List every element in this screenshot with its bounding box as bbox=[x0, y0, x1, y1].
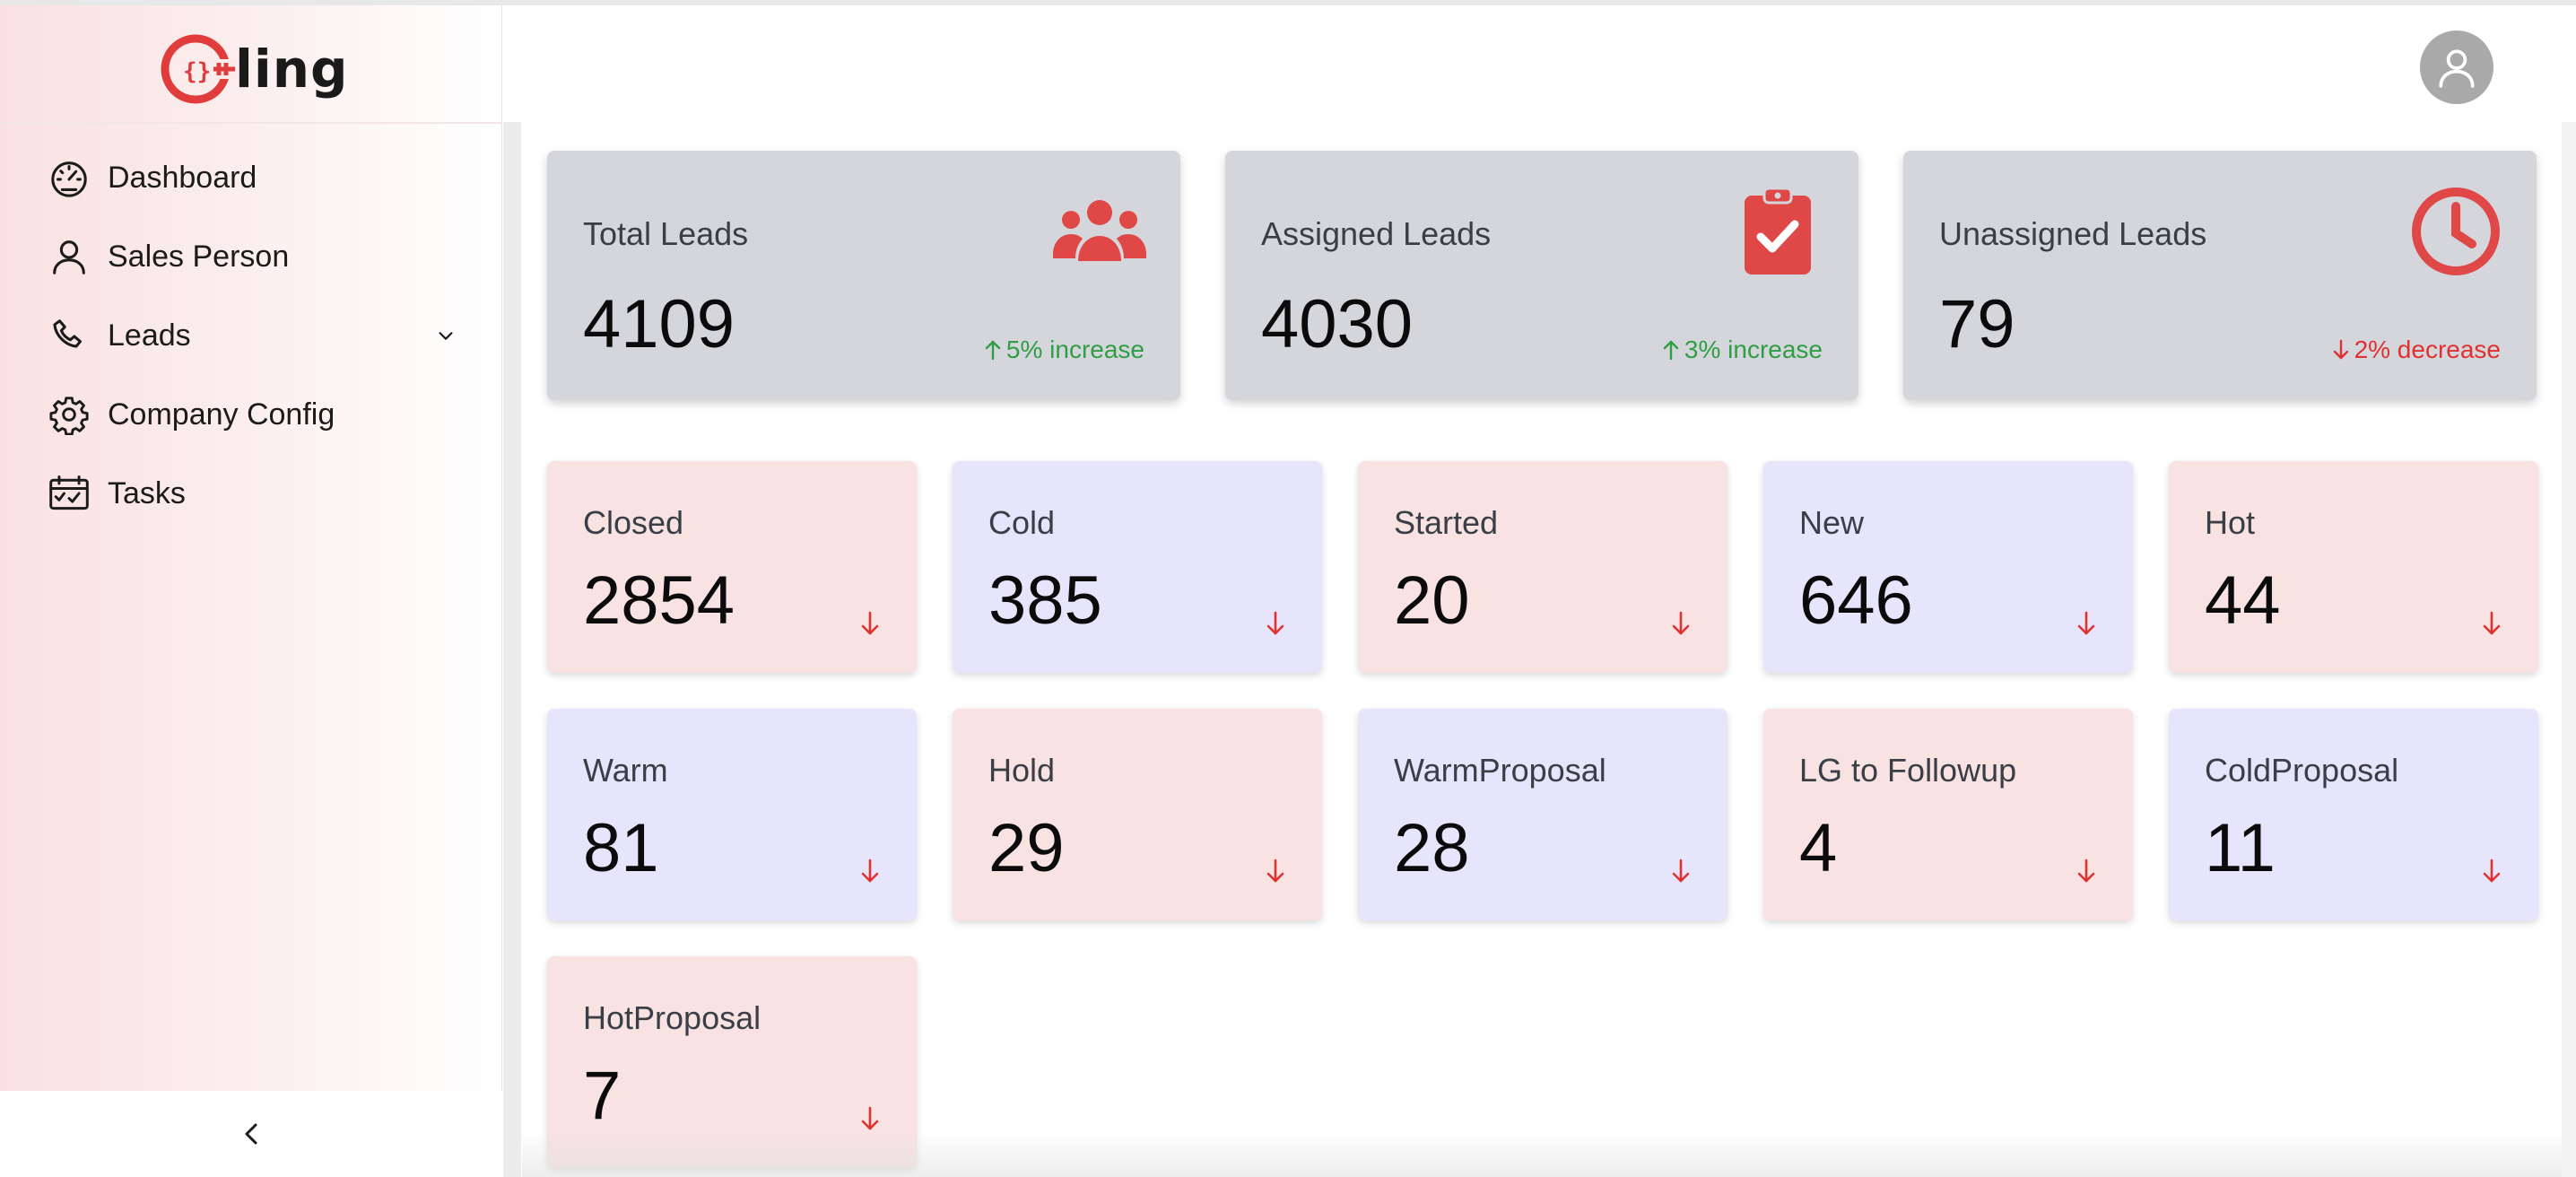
arrow-up-icon bbox=[1663, 340, 1679, 361]
card-value: 2854 bbox=[583, 562, 735, 639]
change-text: 2% decrease bbox=[2354, 336, 2501, 363]
clock-icon bbox=[2409, 185, 2502, 278]
card-title: Total Leads bbox=[583, 215, 749, 252]
card-value: 646 bbox=[1799, 562, 1913, 639]
gear-icon bbox=[47, 392, 91, 437]
card-title: Closed bbox=[583, 504, 684, 541]
scrollbar-track[interactable] bbox=[2562, 122, 2576, 1177]
sidebar-item-label: Leads bbox=[108, 318, 191, 353]
divider bbox=[0, 122, 502, 124]
sidebar-item-label: Dashboard bbox=[108, 160, 257, 195]
card-title: WarmProposal bbox=[1394, 752, 1606, 789]
card-value: 11 bbox=[2205, 810, 2276, 886]
card-title: ColdProposal bbox=[2205, 752, 2399, 789]
card-value: 81 bbox=[583, 810, 659, 886]
sidebar-item-leads[interactable]: Leads bbox=[47, 296, 477, 375]
card-value: 29 bbox=[988, 810, 1065, 886]
card-title: LG to Followup bbox=[1799, 752, 2017, 789]
sidebar: {} ling Dashboard bbox=[0, 5, 502, 1177]
status-card-closed[interactable]: Closed 2854 bbox=[547, 461, 917, 673]
status-card-hot[interactable]: Hot 44 bbox=[2169, 461, 2538, 673]
change-indicator: 2% decrease bbox=[2331, 336, 2501, 364]
status-card-lg-to-followup[interactable]: LG to Followup 4 bbox=[1763, 709, 2133, 920]
arrow-down-icon bbox=[2074, 610, 2099, 637]
card-title: HotProposal bbox=[583, 999, 761, 1036]
arrow-down-icon bbox=[2333, 339, 2348, 360]
card-value: 79 bbox=[1939, 286, 2015, 362]
status-card-cold[interactable]: Cold 385 bbox=[953, 461, 1322, 673]
status-card-hotproposal[interactable]: HotProposal 7 bbox=[547, 956, 917, 1168]
change-indicator: 5% increase bbox=[983, 336, 1144, 364]
sidebar-collapse-bar bbox=[0, 1091, 502, 1177]
arrow-down-icon bbox=[1263, 858, 1288, 885]
card-value: 385 bbox=[988, 562, 1102, 639]
sidebar-nav: Dashboard Sales Person Leads bbox=[47, 138, 477, 533]
card-title: Started bbox=[1394, 504, 1499, 541]
phone-icon bbox=[47, 313, 91, 358]
card-value: 4109 bbox=[583, 286, 735, 362]
card-title: Hot bbox=[2205, 504, 2256, 541]
arrow-down-icon bbox=[1668, 610, 1693, 637]
sidebar-item-dashboard[interactable]: Dashboard bbox=[47, 138, 477, 217]
change-text: 5% increase bbox=[1005, 336, 1144, 363]
summary-card-unassigned-leads[interactable]: Unassigned Leads 79 2% decrease bbox=[1903, 151, 2537, 400]
arrow-down-icon bbox=[2074, 858, 2099, 885]
change-text: 3% increase bbox=[1684, 336, 1823, 363]
person-icon bbox=[47, 234, 91, 279]
card-value: 4030 bbox=[1261, 286, 1414, 362]
card-title: Warm bbox=[583, 752, 668, 789]
arrow-down-icon bbox=[1668, 858, 1693, 885]
collapse-sidebar-button[interactable] bbox=[224, 1107, 278, 1161]
change-indicator: 3% increase bbox=[1661, 336, 1823, 364]
sidebar-item-tasks[interactable]: Tasks bbox=[47, 454, 477, 533]
card-value: 4 bbox=[1799, 810, 1838, 886]
sidebar-item-company-config[interactable]: Company Config bbox=[47, 375, 477, 454]
logo-braces: {} bbox=[183, 58, 211, 85]
arrow-down-icon bbox=[2479, 858, 2504, 885]
arrow-up-icon bbox=[985, 340, 1001, 361]
arrow-down-icon bbox=[857, 1105, 883, 1132]
calendar-check-icon bbox=[47, 471, 91, 516]
card-value: 7 bbox=[583, 1058, 622, 1134]
status-card-started[interactable]: Started 20 bbox=[1358, 461, 1727, 673]
users-icon bbox=[1053, 185, 1146, 278]
summary-card-total-leads[interactable]: Total Leads 4109 5% increase bbox=[547, 151, 1180, 400]
status-card-warm[interactable]: Warm 81 bbox=[547, 709, 917, 920]
clipboard-check-icon bbox=[1731, 185, 1824, 278]
bulb-logo-icon: {} bbox=[160, 32, 239, 106]
brand-logo[interactable]: {} ling bbox=[160, 29, 349, 109]
status-card-coldproposal[interactable]: ColdProposal 11 bbox=[2169, 709, 2538, 920]
arrow-down-icon bbox=[857, 610, 883, 637]
card-title: Hold bbox=[988, 752, 1056, 789]
card-title: New bbox=[1799, 504, 1865, 541]
speedometer-icon bbox=[47, 155, 91, 200]
card-title: Unassigned Leads bbox=[1939, 215, 2207, 252]
status-card-new[interactable]: New 646 bbox=[1763, 461, 2133, 673]
user-icon bbox=[2439, 49, 2475, 88]
chevron-left-icon bbox=[245, 1123, 257, 1145]
card-value: 28 bbox=[1394, 810, 1470, 886]
chevron-down-icon[interactable] bbox=[432, 322, 459, 349]
content-scroll-gutter bbox=[503, 122, 521, 1177]
arrow-down-icon bbox=[2479, 610, 2504, 637]
sidebar-item-sales-person[interactable]: Sales Person bbox=[47, 217, 477, 296]
arrow-down-icon bbox=[1263, 610, 1288, 637]
card-title: Cold bbox=[988, 504, 1056, 541]
status-card-hold[interactable]: Hold 29 bbox=[953, 709, 1322, 920]
sidebar-item-label: Tasks bbox=[108, 475, 186, 510]
card-value: 20 bbox=[1394, 562, 1470, 639]
card-value: 44 bbox=[2205, 562, 2281, 639]
user-avatar[interactable] bbox=[2420, 31, 2493, 104]
status-card-warmproposal[interactable]: WarmProposal 28 bbox=[1358, 709, 1727, 920]
card-title: Assigned Leads bbox=[1261, 215, 1492, 252]
summary-card-assigned-leads[interactable]: Assigned Leads 4030 3% increase bbox=[1225, 151, 1858, 400]
sidebar-item-label: Sales Person bbox=[108, 239, 290, 274]
window-top-border bbox=[0, 0, 2576, 5]
arrow-down-icon bbox=[857, 858, 883, 885]
logo-text: ling bbox=[235, 39, 349, 100]
sidebar-item-label: Company Config bbox=[108, 397, 335, 432]
